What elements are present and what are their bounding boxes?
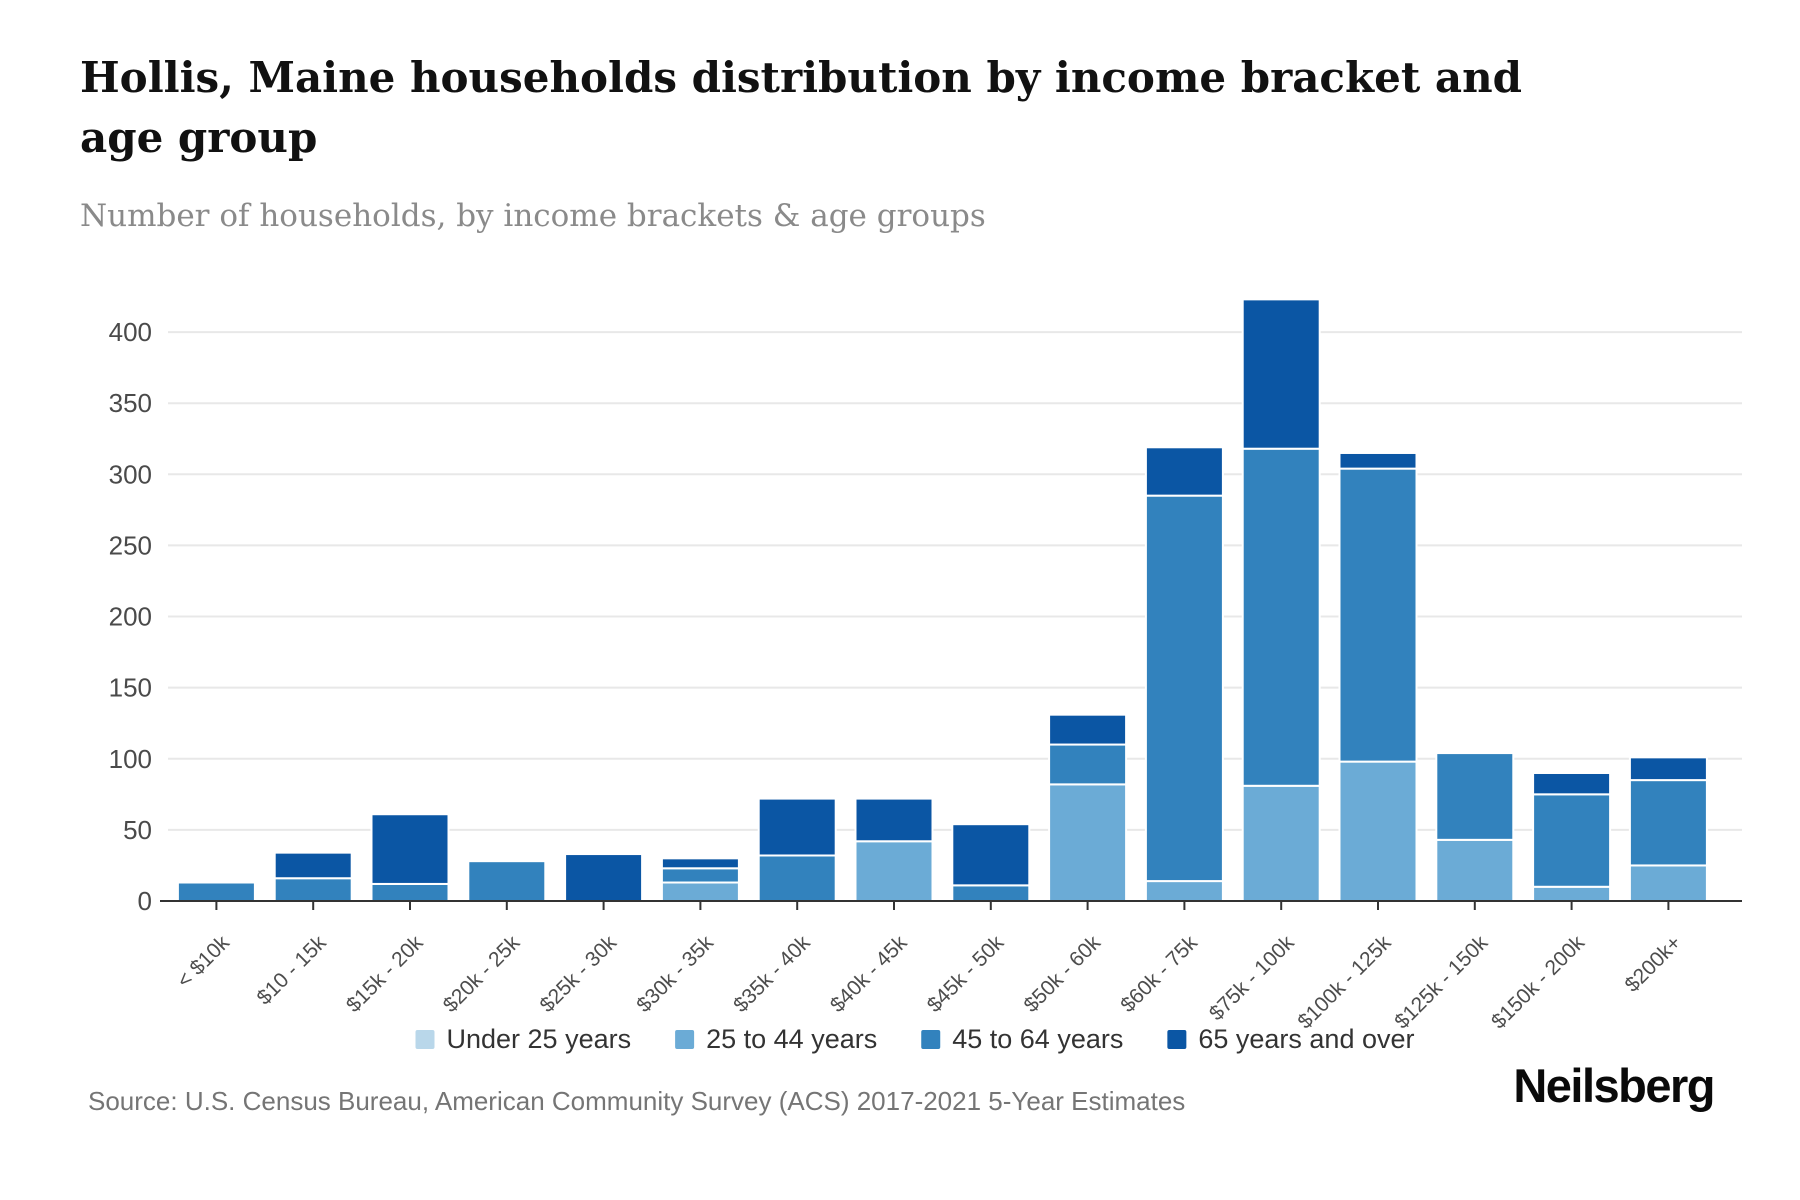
chart-subtitle: Number of households, by income brackets… (80, 198, 986, 234)
x-axis-label: $40k - 45k (826, 931, 912, 1017)
bar-segment[interactable] (1144, 880, 1224, 903)
bar-segment[interactable] (757, 797, 837, 857)
bar-segment[interactable] (757, 854, 837, 902)
x-axis-label: $45k - 50k (923, 931, 1009, 1017)
bar-segment[interactable] (1532, 793, 1612, 888)
bar-segment[interactable] (1435, 752, 1515, 841)
x-axis-label: $25k - 30k (536, 931, 622, 1017)
x-axis-label: $15k - 20k (342, 931, 428, 1017)
bar-segment[interactable] (660, 857, 740, 870)
legend-label: 25 to 44 years (706, 1024, 877, 1054)
chart-title: Hollis, Maine households distribution by… (80, 53, 1522, 162)
y-axis-label: 200 (109, 602, 152, 632)
y-axis-label: 0 (138, 886, 152, 916)
neilsberg-logo: Neilsberg (1513, 1059, 1715, 1112)
y-axis-label: 100 (109, 744, 152, 774)
bar-segment[interactable] (1241, 784, 1321, 902)
x-axis-label: $50k - 60k (1020, 931, 1106, 1017)
x-axis-label: $20k - 25k (439, 931, 525, 1017)
legend-swatch (675, 1030, 695, 1049)
bar-segment[interactable] (370, 882, 450, 902)
legend-swatch (415, 1030, 435, 1049)
bar-segment[interactable] (564, 853, 644, 902)
x-axis-label: < $10k (173, 931, 235, 993)
bar-segment[interactable] (951, 884, 1031, 902)
bar-segment[interactable] (951, 823, 1031, 887)
bar-segment[interactable] (370, 813, 450, 885)
y-axis-label: 350 (109, 388, 152, 418)
bar-segment[interactable] (1628, 756, 1708, 782)
legend-label: Under 25 years (447, 1024, 632, 1054)
x-axis-label: $100k - 125k (1293, 931, 1395, 1033)
bar-segment[interactable] (1144, 494, 1224, 883)
bar-segment[interactable] (1532, 771, 1612, 796)
bar-segment[interactable] (660, 867, 740, 884)
bar-segment[interactable] (273, 851, 353, 880)
y-axis-label: 400 (109, 317, 152, 347)
x-axis-label: $30k - 35k (632, 931, 718, 1017)
x-axis-label: $10 - 15k (253, 931, 332, 1010)
bar-segment[interactable] (1048, 743, 1128, 786)
y-axis-label: 50 (123, 815, 152, 845)
bar-segment[interactable] (1048, 783, 1128, 902)
x-axis-label: $200k+ (1621, 931, 1686, 996)
legend-item[interactable]: 45 to 64 years (921, 1024, 1123, 1054)
bar-segment[interactable] (273, 877, 353, 903)
bar-segment[interactable] (1144, 446, 1224, 497)
y-axis-label: 300 (109, 459, 152, 489)
x-axis-label: $150k - 200k (1487, 931, 1589, 1033)
source-note: Source: U.S. Census Bureau, American Com… (88, 1086, 1186, 1116)
legend: Under 25 years 25 to 44 years 45 to 64 yea… (415, 1024, 1415, 1054)
legend-label: 65 years and over (1198, 1024, 1414, 1054)
x-axis-label: $125k - 150k (1390, 931, 1492, 1033)
bar-segment[interactable] (1628, 864, 1708, 903)
bar-segment[interactable] (1628, 779, 1708, 867)
bar-segment[interactable] (1241, 298, 1321, 450)
legend-label: 45 to 64 years (952, 1024, 1123, 1054)
bar-segment[interactable] (176, 881, 256, 902)
bar-segment[interactable] (1048, 713, 1128, 746)
bar-segment[interactable] (1241, 447, 1321, 787)
bar-segment[interactable] (854, 797, 934, 843)
y-axis-label: 250 (109, 530, 152, 560)
legend-swatch (1167, 1030, 1187, 1049)
legend-item[interactable]: 65 years and over (1167, 1024, 1415, 1054)
legend-swatch (921, 1030, 941, 1049)
x-axis-label: $75k - 100k (1205, 931, 1299, 1025)
bar-segment[interactable] (1338, 760, 1418, 903)
bar-segment[interactable] (854, 840, 934, 903)
x-axis-label: $60k - 75k (1116, 931, 1202, 1017)
bar-segment[interactable] (467, 860, 547, 902)
bar-segment[interactable] (1338, 451, 1418, 470)
bar-segment[interactable] (1532, 885, 1612, 902)
bar-segment[interactable] (660, 881, 740, 902)
bar-segment[interactable] (1435, 838, 1515, 903)
x-axis-label: $35k - 40k (729, 931, 815, 1017)
legend-item[interactable]: Under 25 years (415, 1024, 632, 1054)
bar-segment[interactable] (1338, 467, 1418, 763)
legend-item[interactable]: 25 to 44 years (675, 1024, 877, 1054)
y-axis-label: 150 (109, 673, 152, 703)
